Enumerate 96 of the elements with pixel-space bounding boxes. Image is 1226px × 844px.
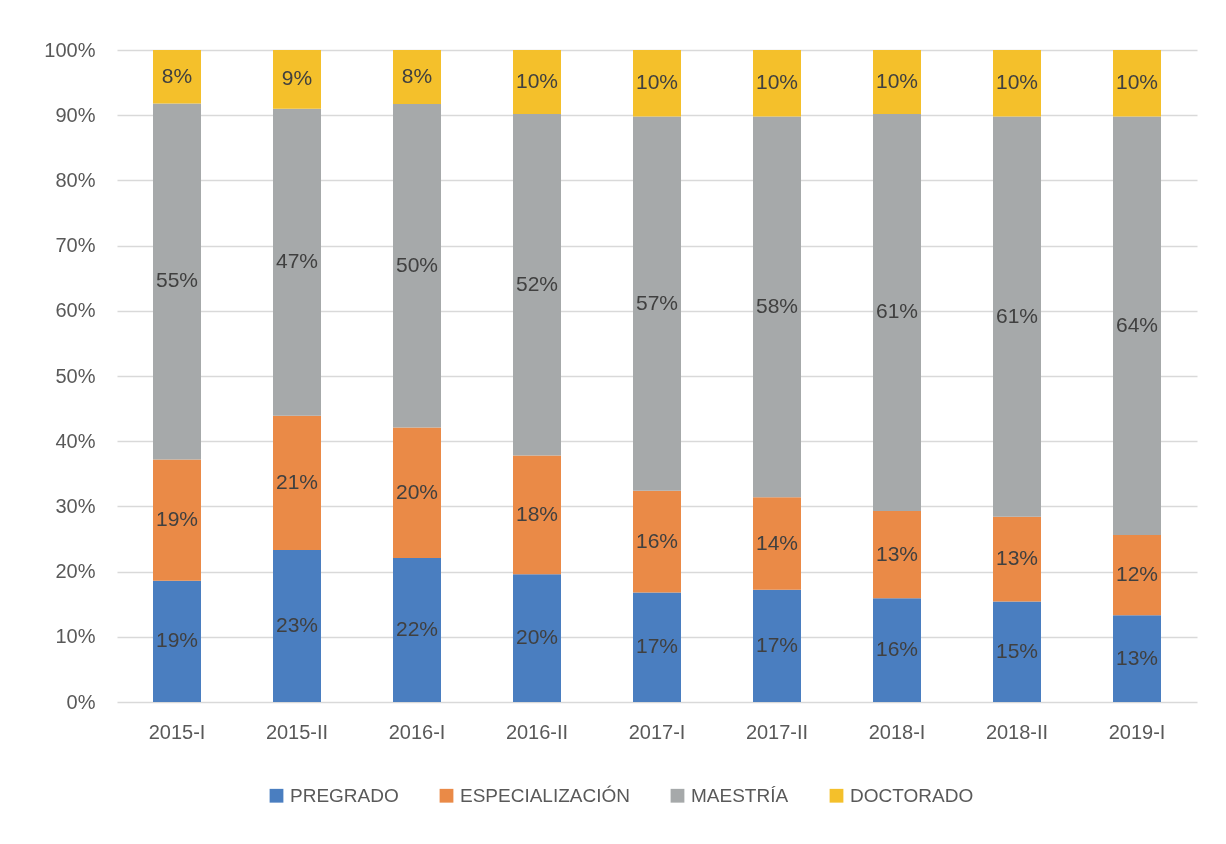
bar — [153, 50, 201, 104]
bar — [393, 50, 441, 105]
bar — [633, 592, 681, 702]
x-tick-label: 2019-I — [1108, 720, 1166, 743]
data-label: 20% — [395, 479, 439, 503]
bar — [273, 50, 321, 109]
data-label: 19% — [155, 628, 199, 652]
bar — [873, 50, 921, 114]
y-tick-label: 40% — [55, 429, 96, 452]
data-label: 12% — [1115, 562, 1159, 586]
bar — [273, 108, 321, 416]
bar — [993, 516, 1041, 602]
legend-label: DOCTORADO — [850, 784, 974, 806]
data-label: 13% — [1115, 645, 1159, 669]
data-label: 16% — [635, 528, 679, 552]
data-label: 22% — [395, 616, 439, 640]
bar — [993, 50, 1041, 117]
y-tick-label: 50% — [55, 364, 96, 387]
bar — [513, 50, 561, 114]
bar — [1113, 535, 1161, 616]
data-label: 23% — [275, 613, 319, 637]
bar — [1113, 116, 1161, 536]
data-label: 18% — [515, 501, 559, 525]
bar — [393, 104, 441, 428]
bar — [273, 550, 321, 702]
bar — [153, 459, 201, 581]
legend-label: PREGRADO — [290, 784, 399, 806]
bar — [873, 598, 921, 702]
data-label: 8% — [161, 63, 193, 87]
bar — [153, 103, 201, 460]
bar — [873, 113, 921, 511]
data-label: 61% — [995, 303, 1039, 327]
x-tick-label: 2017-II — [745, 720, 809, 743]
y-tick-label: 20% — [55, 560, 96, 583]
x-tick-label: 2015-II — [265, 720, 329, 743]
bar — [1113, 50, 1161, 117]
data-label: 8% — [401, 64, 433, 88]
data-label: 10% — [995, 70, 1039, 94]
y-tick-label: 80% — [55, 168, 96, 191]
bar — [753, 50, 801, 117]
bar — [1113, 615, 1161, 702]
data-label: 64% — [1115, 312, 1159, 336]
x-tick-label: 2018-I — [868, 720, 926, 743]
bar — [513, 574, 561, 702]
data-label: 17% — [755, 632, 799, 656]
bar — [153, 580, 201, 702]
bar — [993, 601, 1041, 702]
bar — [513, 113, 561, 456]
bar — [393, 557, 441, 702]
data-label: 10% — [635, 70, 679, 94]
data-label: 13% — [875, 541, 919, 565]
x-tick-label: 2015-I — [148, 720, 206, 743]
data-label: 16% — [875, 637, 919, 661]
data-label: 21% — [275, 469, 319, 493]
bar — [753, 497, 801, 590]
data-label: 15% — [995, 638, 1039, 662]
data-label: 13% — [995, 546, 1039, 570]
data-label: 10% — [515, 68, 559, 92]
bar — [993, 116, 1041, 517]
bar — [753, 116, 801, 498]
data-label: 20% — [515, 625, 559, 649]
data-label: 57% — [635, 290, 679, 314]
data-label: 10% — [1115, 70, 1159, 94]
data-label: 47% — [275, 249, 319, 273]
bar — [273, 415, 321, 551]
y-tick-label: 70% — [55, 234, 96, 257]
data-label: 52% — [515, 271, 559, 295]
data-label: 17% — [635, 634, 679, 658]
data-label: 9% — [281, 66, 313, 90]
bar — [513, 455, 561, 575]
y-tick-label: 0% — [66, 690, 96, 713]
bar — [873, 510, 921, 599]
bar — [753, 589, 801, 702]
bar — [633, 50, 681, 117]
bar — [633, 490, 681, 593]
data-label: 10% — [875, 68, 919, 92]
x-tick-label: 2016-I — [388, 720, 446, 743]
data-label: 58% — [755, 293, 799, 317]
data-label: 10% — [755, 70, 799, 94]
x-tick-label: 2017-I — [628, 720, 686, 743]
y-tick-label: 60% — [55, 299, 96, 322]
data-label: 55% — [155, 268, 199, 292]
y-tick-label: 30% — [55, 494, 96, 517]
x-tick-label: 2016-II — [505, 720, 569, 743]
bar — [393, 427, 441, 558]
data-label: 19% — [155, 507, 199, 531]
legend-label: ESPECIALIZACIÓN — [460, 784, 630, 806]
data-label: 50% — [395, 252, 439, 276]
bar — [633, 116, 681, 491]
y-tick-label: 100% — [44, 38, 96, 61]
x-tick-label: 2018-II — [985, 720, 1049, 743]
data-label: 14% — [755, 530, 799, 554]
data-label: 61% — [875, 299, 919, 323]
legend-label: MAESTRÍA — [691, 784, 789, 806]
y-tick-label: 10% — [55, 625, 96, 648]
y-tick-label: 90% — [55, 103, 96, 126]
